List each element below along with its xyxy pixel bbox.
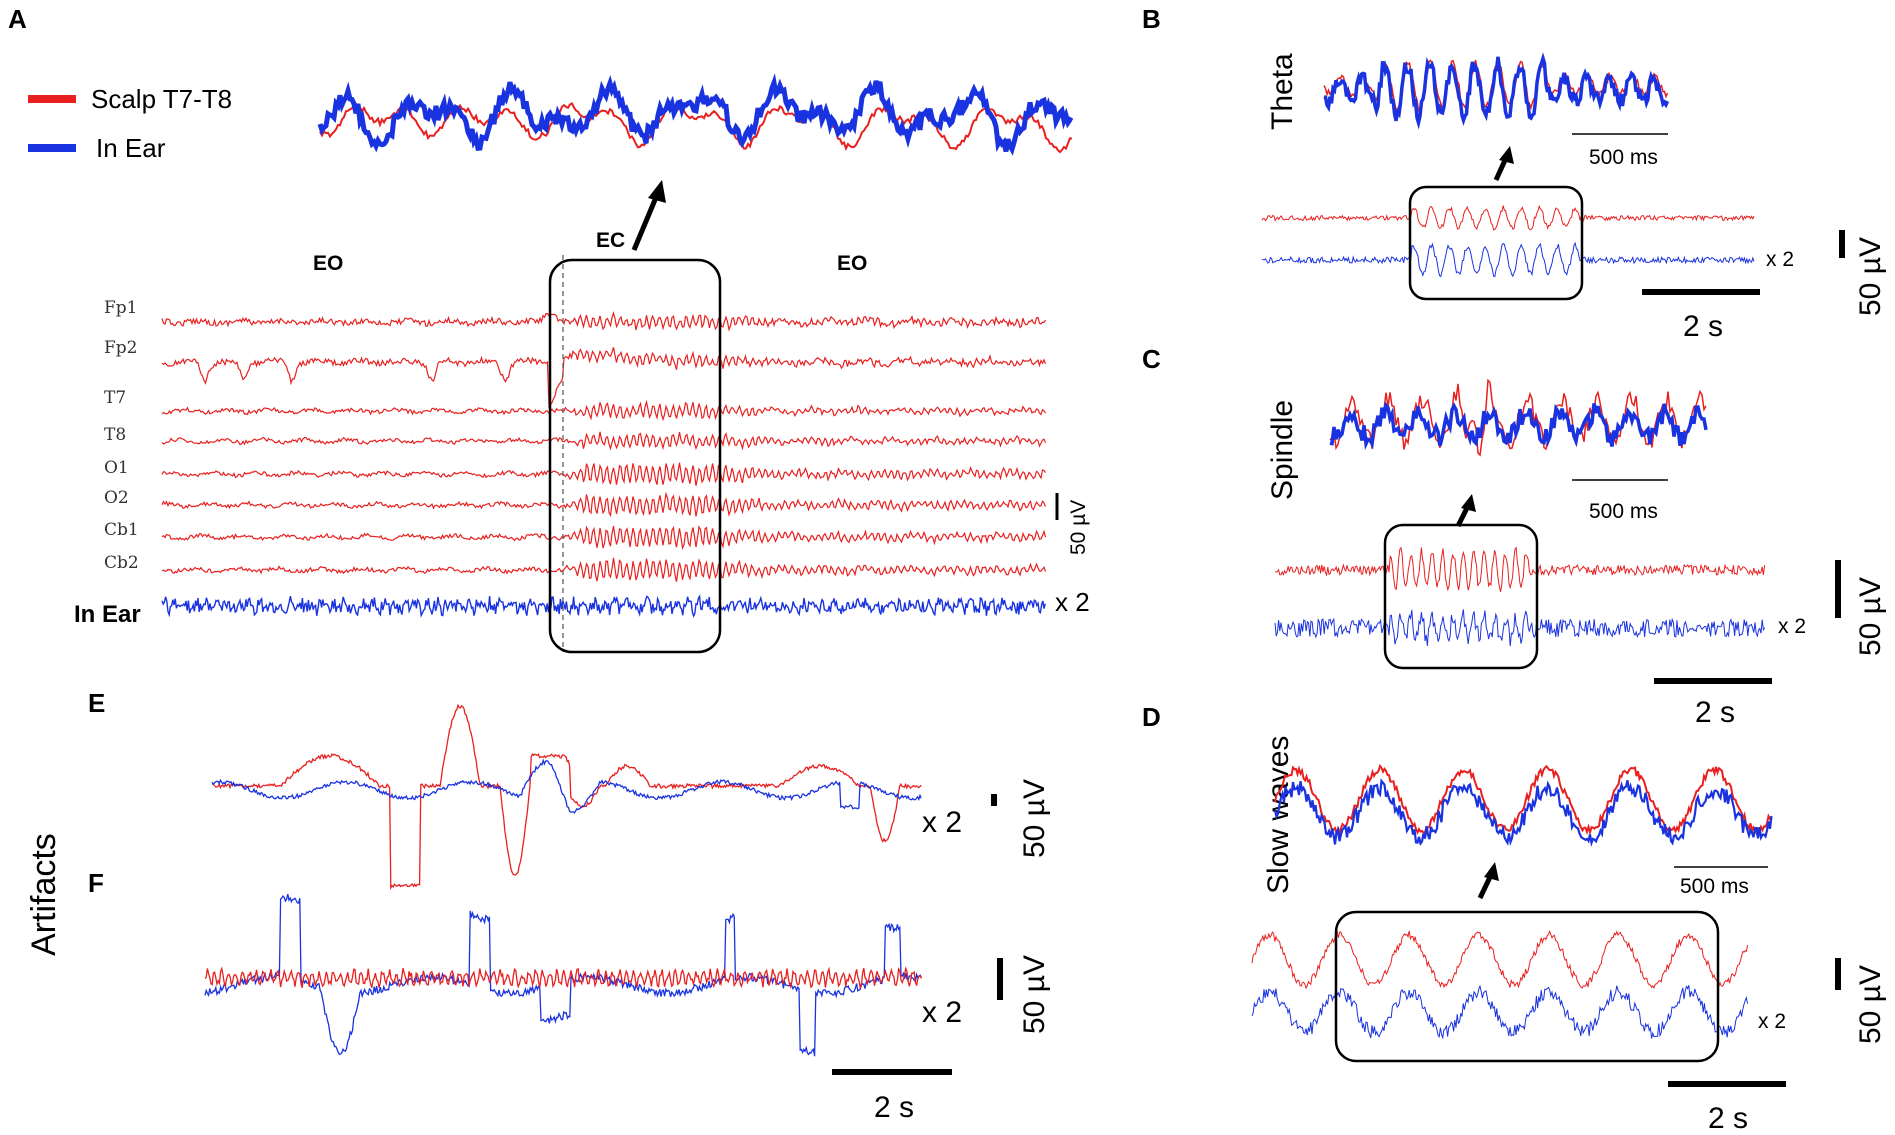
channel-label-cb1: Cb1 — [104, 520, 139, 540]
trace-t7 — [161, 399, 1047, 422]
f-ear-trace — [204, 893, 922, 1057]
c-zoom-ear-trace — [1329, 401, 1708, 451]
trace-in-ear — [161, 594, 1046, 618]
d-zoom-ear-trace — [1273, 778, 1773, 848]
d-scalp-trace — [1251, 929, 1749, 990]
c-time-scale-label: 2 s — [1695, 696, 1735, 729]
d-gain-label: x 2 — [1758, 1010, 1786, 1033]
segment-eo-2: EO — [837, 252, 867, 275]
artifacts-label: Artifacts — [25, 833, 63, 956]
c-arrow-head — [1461, 494, 1476, 512]
d-highlight-box — [1334, 910, 1720, 1063]
f-amp-scale-label: 50 µV — [1018, 955, 1051, 1034]
e-scalp-trace — [212, 703, 922, 891]
trace-fp2 — [161, 347, 1047, 409]
panel-label-e: E — [88, 688, 105, 718]
a-arrow-line — [631, 194, 660, 251]
trace-o1 — [161, 462, 1046, 486]
f-gain-label: x 2 — [922, 996, 962, 1029]
panel-d: Slow waves 500 ms x 2 2 s 50 µV — [1251, 736, 1887, 1135]
d-inset-scale-label: 500 ms — [1680, 875, 1749, 898]
c-title: Spindle — [1266, 400, 1299, 500]
c-scalp-trace — [1274, 546, 1766, 592]
panel-label-a: A — [8, 4, 27, 34]
legend-label-scalp: Scalp T7-T8 — [91, 84, 232, 114]
panels-e-f: Artifacts x 2 50 µV x 2 50 µV 2 s — [25, 703, 1051, 1124]
panel-label-c: C — [1142, 344, 1161, 374]
trace-cb2 — [161, 557, 1047, 582]
segment-ec: EC — [596, 229, 625, 252]
channel-label-t7: T7 — [104, 388, 126, 408]
legend-swatch-scalp — [28, 95, 76, 103]
legend-swatch-ear — [28, 144, 76, 152]
b-arrow-line — [1493, 156, 1509, 182]
b-gain-label: x 2 — [1766, 248, 1794, 271]
channel-label-o1: O1 — [104, 458, 129, 478]
d-amp-scale-label: 50 µV — [1854, 965, 1887, 1044]
panel-b: Theta 500 ms x 2 2 s 50 µV — [1261, 52, 1887, 343]
trace-fp1 — [161, 311, 1047, 332]
f-time-scale-label: 2 s — [874, 1091, 914, 1124]
ec-highlight-box — [548, 258, 722, 654]
channel-label-t8: T8 — [104, 425, 126, 445]
panel-label-f: F — [88, 868, 104, 898]
a-amp-scale-label: 50 µV — [1067, 500, 1090, 555]
channel-label-cb2: Cb2 — [104, 553, 139, 573]
d-arrow-head — [1484, 862, 1499, 881]
b-highlight-box — [1408, 185, 1584, 301]
b-ear-trace — [1261, 241, 1755, 278]
e-gain-label: x 2 — [922, 806, 962, 839]
d-arrow-line — [1477, 873, 1494, 900]
a-gain-label: x 2 — [1055, 587, 1090, 617]
trace-o2 — [161, 491, 1047, 518]
f-scalp-trace — [204, 966, 922, 990]
trace-cb1 — [161, 525, 1047, 551]
b-scalp-trace — [1261, 204, 1755, 231]
channel-label-o2: O2 — [104, 488, 129, 508]
b-title: Theta — [1266, 53, 1299, 130]
c-amp-scale-label: 50 µV — [1854, 577, 1887, 656]
panel-label-b: B — [1142, 4, 1161, 34]
c-gain-label: x 2 — [1778, 615, 1806, 638]
b-zoom-ear-trace — [1323, 52, 1670, 130]
legend-label-ear: In Ear — [96, 133, 166, 163]
trace-t8 — [161, 431, 1047, 451]
d-time-scale-label: 2 s — [1708, 1102, 1748, 1135]
b-arrow-head — [1499, 146, 1514, 164]
channel-label-in-ear: In Ear — [74, 601, 141, 628]
a-zoom-ear-trace — [317, 73, 1074, 156]
c-ear-trace — [1274, 609, 1766, 647]
segment-eo-1: EO — [313, 252, 343, 275]
panel-c: Spindle 500 ms x 2 2 s 50 µV — [1266, 378, 1887, 729]
b-inset-scale-label: 500 ms — [1589, 146, 1658, 169]
d-ear-trace — [1251, 984, 1749, 1040]
e-ear-trace — [211, 758, 922, 814]
b-time-scale-label: 2 s — [1683, 310, 1723, 343]
panel-label-d: D — [1142, 702, 1161, 732]
c-inset-scale-label: 500 ms — [1589, 500, 1658, 523]
c-highlight-box — [1383, 523, 1539, 670]
b-amp-scale-label: 50 µV — [1854, 237, 1887, 316]
channel-label-fp2: Fp2 — [104, 338, 138, 358]
e-amp-scale-label: 50 µV — [1018, 779, 1051, 858]
channel-label-fp1: Fp1 — [104, 298, 138, 318]
d-zoom-scalp-trace — [1274, 763, 1773, 837]
a-arrow-head — [648, 180, 666, 203]
panel-a: Scalp T7-T8 In Ear EO EC EO Fp1 Fp2 T7 T… — [28, 73, 1090, 654]
